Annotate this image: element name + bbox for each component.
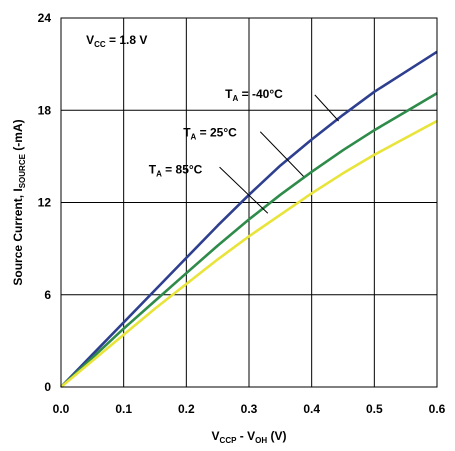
- x-tick-labels: 0.0 0.1 0.2 0.3 0.4 0.5 0.6: [53, 402, 446, 416]
- x-tick-label: 0.4: [303, 402, 320, 416]
- y-tick-labels: 0 6 12 18 24: [38, 11, 52, 394]
- x-tick-label: 0.5: [366, 402, 383, 416]
- x-axis-label-sub2: OH: [255, 436, 267, 445]
- grid: [61, 18, 437, 387]
- vcc-annotation-main: V: [86, 33, 94, 47]
- series-label-m40c: TA = -40°C: [225, 87, 283, 103]
- y-tick-label: 0: [44, 380, 51, 394]
- y-axis-label-main: Source Current, I: [11, 188, 25, 285]
- series-line-2: [60, 119, 438, 388]
- vcc-annotation-tail: = 1.8 V: [106, 33, 148, 47]
- series-leader-25c: [259, 131, 304, 177]
- x-axis-label-main: V: [212, 429, 220, 443]
- x-axis-label-sub1: CCP: [220, 436, 238, 445]
- x-tick-label: 0.0: [53, 402, 70, 416]
- series-label-85c: TA = 85°C: [149, 162, 203, 178]
- x-tick-label: 0.6: [429, 402, 446, 416]
- y-tick-label: 18: [38, 103, 52, 117]
- y-tick-label: 6: [44, 288, 51, 302]
- y-axis-label: Source Current, ISOURCE (-mA): [11, 119, 27, 285]
- vcc-annotation: VCC = 1.8 V: [86, 33, 147, 49]
- series-leader-85c: [219, 166, 269, 214]
- series-line-1: [60, 92, 438, 388]
- x-tick-label: 0.2: [178, 402, 195, 416]
- series-leader-m40c: [314, 94, 339, 122]
- y-tick-label: 12: [38, 196, 52, 210]
- x-tick-label: 0.3: [241, 402, 258, 416]
- y-axis-label-tail: (-mA): [11, 119, 25, 154]
- vcc-annotation-sub: CC: [94, 40, 106, 49]
- series-label-25c: TA = 25°C: [183, 125, 237, 141]
- plot-frame: [60, 17, 438, 388]
- y-axis-label-sub: SOURCE: [18, 153, 27, 188]
- x-axis-label-mid: - V: [236, 429, 255, 443]
- x-tick-label: 0.1: [115, 402, 132, 416]
- x-axis-label: VCCP - VOH (V): [212, 429, 287, 445]
- x-axis-label-tail: (V): [267, 429, 286, 443]
- y-tick-label: 24: [38, 11, 52, 25]
